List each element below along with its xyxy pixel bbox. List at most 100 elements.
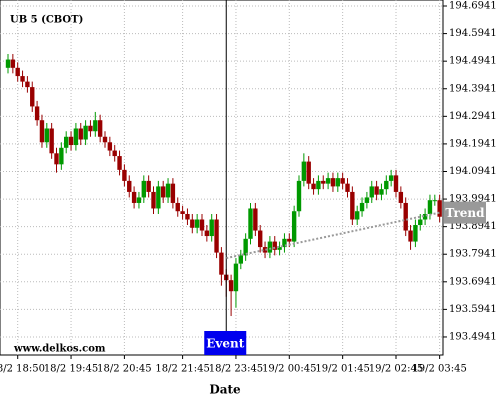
candle-body [388,175,394,181]
candle-body [282,238,287,248]
y-tick-label: 194.5941 [449,28,497,39]
x-tick-label: 19/2 02:45 [369,364,423,375]
candle-body [194,219,200,228]
candle-body [233,263,239,292]
x-tick-label: 18/2 23:45 [209,364,263,375]
candle-body [355,211,360,220]
candle-body [25,81,30,88]
candle-body [359,202,365,212]
event-box [204,331,247,355]
candle-body [403,202,408,231]
candle-body [151,191,156,209]
candle-body [15,67,20,77]
candle-body [78,128,83,140]
candle-body [156,186,161,209]
candle-body [301,161,307,181]
chart-title: UB 5 (CBOT) [10,15,83,26]
candle-body [277,247,282,250]
x-tick-label: 18/2 21:45 [155,364,209,375]
candle-body [267,241,273,253]
x-tick-label: 19/2 03:45 [412,364,466,375]
x-axis-title: Date [209,383,241,397]
candle-body [107,142,113,151]
candle-body [10,59,16,68]
candle-body [102,136,108,143]
trend-box [444,201,486,224]
candle-body [34,106,40,121]
trend-label: Trend [445,206,485,220]
candle-body [20,76,25,82]
candle-body [73,128,79,146]
y-tick-label: 193.5941 [449,304,497,315]
candle-body [253,208,258,231]
candle-body [54,153,59,165]
y-tick-label: 193.9941 [449,194,497,205]
x-tick-label: 18/2 18:50 [0,364,45,375]
candle-body [228,280,234,292]
candle-body [161,186,166,198]
candle-body [136,197,142,203]
candle-body [408,230,413,242]
candle-body [88,125,93,132]
candle-body [97,120,103,137]
candle-body [330,178,336,187]
y-tick-label: 194.4941 [449,56,497,67]
candle-body [219,252,224,275]
candle-body [291,211,297,242]
candle-body [321,180,326,184]
candle-body [325,178,331,184]
candle-body [165,183,171,198]
x-tick-label: 19/2 00:45 [262,364,316,375]
candle-body [427,200,433,214]
candle-body [175,202,180,212]
candle-body [49,128,54,154]
watermark: www.delkos.com [13,344,106,355]
y-tick-label: 194.0941 [449,166,497,177]
candle-body [248,208,253,239]
candle-body [117,156,122,170]
candle-body [93,120,98,132]
candle-body [350,191,355,220]
candle-body [146,180,151,192]
candle-body [190,219,195,228]
candle-body [131,191,137,203]
candle-body [432,200,437,202]
x-tick-label: 19/2 01:45 [315,364,369,375]
candle-body [209,219,214,237]
candle-body [243,238,248,256]
candle-body [398,191,404,203]
plot-frame [0,0,444,356]
trend-line [226,211,440,260]
candle-body [393,175,399,192]
candle-body [364,197,370,203]
candle-body [214,219,219,253]
candle-body [185,213,190,220]
candle-body [437,200,442,217]
candle-body [30,87,35,107]
x-tick-label: 18/2 20:45 [97,364,151,375]
candle-body [306,161,311,184]
candle-body [64,136,69,148]
candle-body [345,183,350,192]
candle-body [296,180,302,212]
candle-body [44,128,49,143]
candle-body [287,238,292,242]
candle-body [199,219,205,231]
candle-body [418,219,423,226]
candle-body [422,213,428,220]
candle-body [204,230,210,237]
candle-body [170,183,176,203]
y-tick-label: 194.2941 [449,111,497,122]
candle-body [68,136,74,146]
candle-body [5,59,11,68]
candle-body [272,241,277,250]
candle-body [59,147,64,165]
candle-body [39,120,45,143]
candle-body [238,255,243,264]
y-tick-label: 194.1941 [449,138,497,149]
y-tick-label: 193.7941 [449,249,497,260]
candle-body [311,183,316,190]
candle-body [374,186,379,195]
candle-body [262,247,268,253]
